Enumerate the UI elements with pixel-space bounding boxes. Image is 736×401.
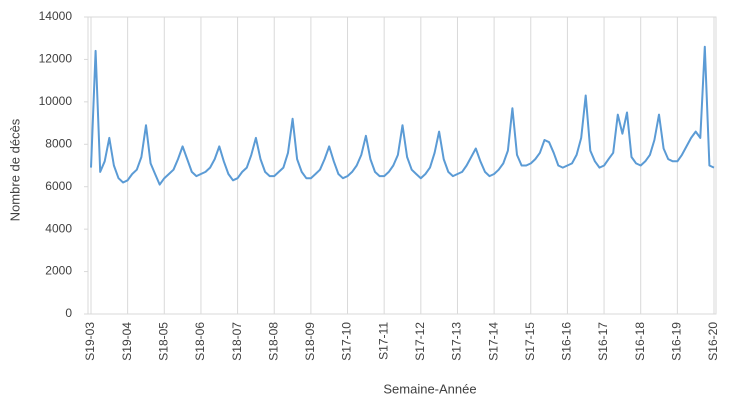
y-tick-label: 4000 bbox=[45, 221, 72, 235]
y-tick-label: 12000 bbox=[39, 52, 73, 66]
x-tick-label: S16-19 bbox=[670, 322, 684, 361]
x-tick-label: S18-08 bbox=[266, 322, 280, 361]
x-tick-label: S18-06 bbox=[193, 322, 207, 361]
x-axis-title: Semaine-Année bbox=[383, 381, 476, 396]
data-line bbox=[90, 45, 715, 186]
y-tick-label: 6000 bbox=[45, 179, 72, 193]
x-tick-label: S18-05 bbox=[156, 322, 170, 361]
x-tick-label: S16-18 bbox=[633, 322, 647, 361]
x-tick-label: S17-13 bbox=[450, 322, 464, 361]
y-tick-label: 8000 bbox=[45, 136, 72, 150]
x-tick-label: S18-07 bbox=[230, 322, 244, 361]
y-tick-label: 10000 bbox=[39, 94, 73, 108]
x-tick-label: S16-20 bbox=[706, 322, 720, 361]
y-tick-label: 14000 bbox=[39, 9, 73, 23]
x-tick-label: S17-15 bbox=[523, 322, 537, 361]
x-tick-label: S16-16 bbox=[560, 322, 574, 361]
y-tick-label: 0 bbox=[65, 306, 72, 320]
y-axis-title: Nombre de décès bbox=[7, 118, 22, 221]
x-tick-label: S19-04 bbox=[120, 322, 134, 361]
plot-frame bbox=[87, 16, 717, 315]
x-tick-label: S17-14 bbox=[486, 322, 500, 361]
y-tick-label: 2000 bbox=[45, 264, 72, 278]
x-tick-label: S17-11 bbox=[376, 322, 390, 360]
x-tick-label: S19-03 bbox=[83, 322, 97, 361]
x-tick-label: S17-10 bbox=[340, 322, 354, 361]
x-tick-label: S17-12 bbox=[413, 322, 427, 361]
x-tick-label: S18-09 bbox=[303, 322, 317, 361]
x-tick-label: S16-17 bbox=[596, 322, 610, 361]
